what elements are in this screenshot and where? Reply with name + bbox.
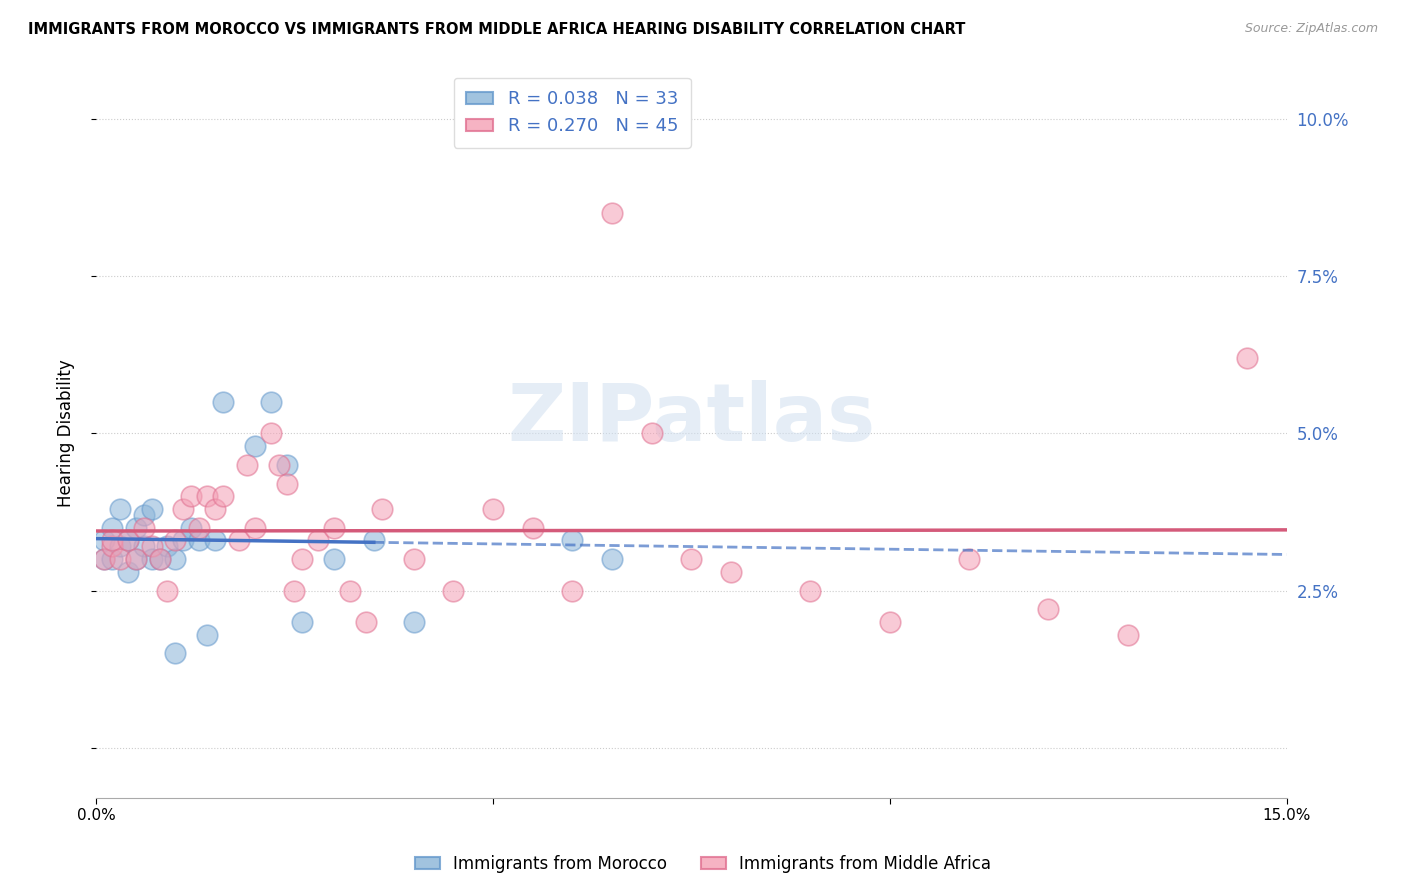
Point [323, 521, 346, 535]
Point [212, 394, 235, 409]
Point [117, 565, 139, 579]
Point [172, 501, 194, 516]
Point [108, 540, 131, 554]
Point [156, 540, 179, 554]
Point [141, 552, 163, 566]
Point [371, 501, 394, 516]
Point [156, 583, 179, 598]
Point [132, 508, 155, 522]
Text: IMMIGRANTS FROM MOROCCO VS IMMIGRANTS FROM MIDDLE AFRICA HEARING DISABILITY CORR: IMMIGRANTS FROM MOROCCO VS IMMIGRANTS FR… [28, 22, 966, 37]
Y-axis label: Hearing Disability: Hearing Disability [58, 359, 75, 508]
Legend: R = 0.038   N = 33, R = 0.270   N = 45: R = 0.038 N = 33, R = 0.270 N = 45 [454, 78, 690, 148]
Point [172, 533, 194, 548]
Point [283, 583, 305, 598]
Point [93, 552, 115, 566]
Point [402, 615, 425, 629]
Point [307, 533, 329, 548]
Point [291, 615, 314, 629]
Point [600, 552, 623, 566]
Point [180, 521, 202, 535]
Point [799, 583, 821, 598]
Point [323, 552, 346, 566]
Point [228, 533, 250, 548]
Point [101, 552, 124, 566]
Point [259, 426, 281, 441]
Text: ZIPatlas: ZIPatlas [508, 380, 876, 458]
Point [195, 627, 218, 641]
Point [101, 540, 124, 554]
Point [720, 565, 742, 579]
Point [132, 540, 155, 554]
Point [141, 540, 163, 554]
Point [148, 552, 170, 566]
Point [195, 489, 218, 503]
Point [125, 552, 148, 566]
Point [108, 552, 131, 566]
Point [125, 552, 148, 566]
Point [132, 521, 155, 535]
Point [522, 521, 544, 535]
Point [243, 521, 266, 535]
Point [101, 521, 124, 535]
Point [1116, 627, 1139, 641]
Point [1236, 351, 1258, 365]
Text: Source: ZipAtlas.com: Source: ZipAtlas.com [1244, 22, 1378, 36]
Point [204, 501, 226, 516]
Point [879, 615, 901, 629]
Point [681, 552, 703, 566]
Point [482, 501, 505, 516]
Point [402, 552, 425, 566]
Point [117, 533, 139, 548]
Point [165, 533, 187, 548]
Point [204, 533, 226, 548]
Point [125, 521, 148, 535]
Point [188, 533, 211, 548]
Point [561, 533, 583, 548]
Point [212, 489, 235, 503]
Point [354, 615, 377, 629]
Point [561, 583, 583, 598]
Point [600, 206, 623, 220]
Legend: Immigrants from Morocco, Immigrants from Middle Africa: Immigrants from Morocco, Immigrants from… [408, 848, 998, 880]
Point [640, 426, 662, 441]
Point [165, 647, 187, 661]
Point [957, 552, 980, 566]
Point [243, 439, 266, 453]
Point [101, 533, 124, 548]
Point [117, 533, 139, 548]
Point [259, 394, 281, 409]
Point [141, 501, 163, 516]
Point [93, 552, 115, 566]
Point [188, 521, 211, 535]
Point [267, 458, 290, 472]
Point [339, 583, 361, 598]
Point [291, 552, 314, 566]
Point [441, 583, 464, 598]
Point [108, 501, 131, 516]
Point [276, 458, 298, 472]
Point [93, 533, 115, 548]
Point [148, 552, 170, 566]
Point [165, 552, 187, 566]
Point [363, 533, 385, 548]
Point [1038, 602, 1060, 616]
Point [236, 458, 259, 472]
Point [276, 476, 298, 491]
Point [180, 489, 202, 503]
